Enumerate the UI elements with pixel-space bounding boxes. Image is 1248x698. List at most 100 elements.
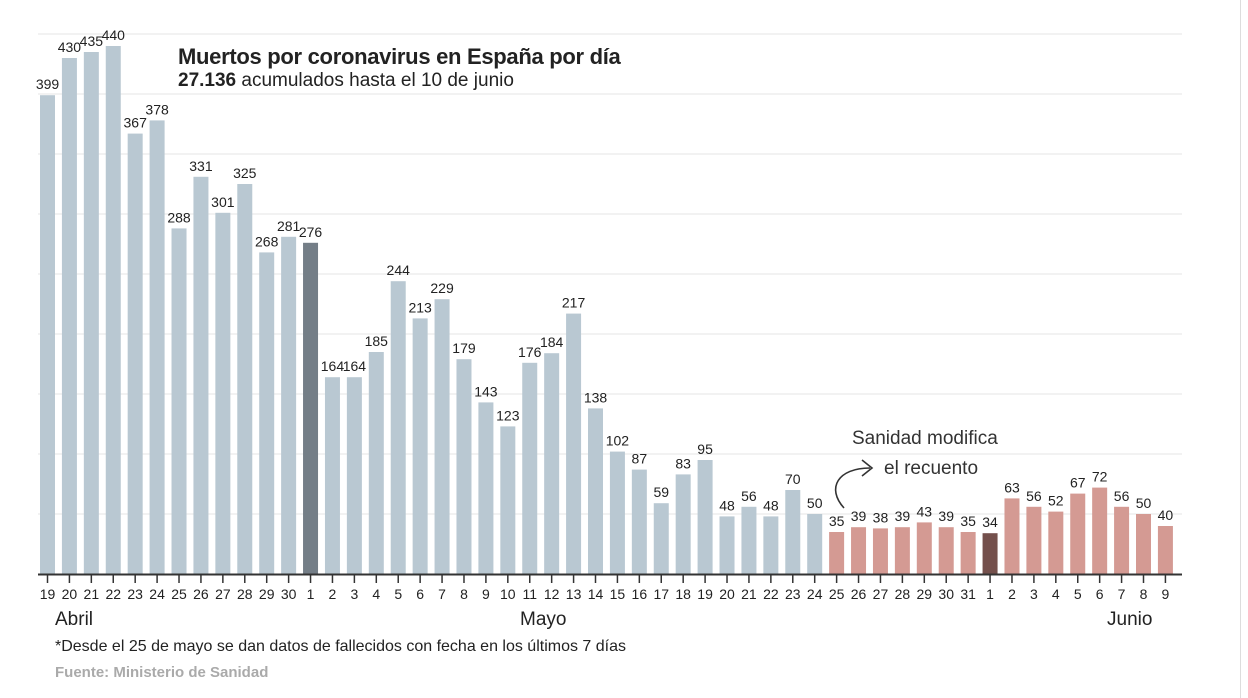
bar: [237, 184, 253, 574]
data-label: 50: [807, 495, 823, 511]
data-label: 39: [851, 508, 867, 524]
bar: [412, 318, 428, 574]
x-tick-label: 31: [960, 586, 976, 602]
chart-note: *Desde el 25 de mayo se dan datos de fal…: [55, 638, 627, 655]
bar: [500, 426, 516, 574]
data-label: 229: [430, 280, 454, 296]
total-deaths: 27.136: [178, 70, 237, 91]
data-label: 56: [741, 488, 757, 504]
data-label: 35: [829, 513, 845, 529]
x-tick-label: 28: [895, 586, 911, 602]
x-tick-label: 4: [1052, 586, 1060, 602]
data-label: 288: [167, 209, 191, 225]
data-label: 185: [365, 333, 389, 349]
bar: [434, 299, 450, 574]
bar: [40, 95, 55, 574]
x-tick-label: 29: [259, 586, 275, 602]
x-tick-label: 10: [500, 586, 516, 602]
bars: [40, 46, 1173, 575]
annotation-line2: el recuento: [884, 458, 979, 479]
bar: [368, 352, 384, 574]
x-tick-label: 2: [329, 586, 337, 602]
x-tick-labels: 19 20 21 22 23 24 25 26 27 28 29 30 1 2 3 4 5 6 7 8 9 10 11 12 1…: [40, 586, 1170, 602]
x-tick-label: 3: [1030, 586, 1038, 602]
data-label: 325: [233, 165, 257, 181]
bar: [894, 527, 910, 574]
data-label: 123: [496, 407, 520, 423]
x-tick-label: 8: [1140, 586, 1148, 602]
bar: [83, 52, 99, 574]
bar: [390, 281, 406, 574]
data-label: 176: [518, 344, 542, 360]
data-label: 87: [632, 451, 648, 467]
x-tick-label: 4: [372, 586, 380, 602]
data-label: 50: [1136, 495, 1152, 511]
data-label: 38: [873, 509, 889, 525]
x-tick-label: 19: [40, 586, 56, 602]
month-label-mayo: Mayo: [520, 609, 567, 630]
data-label: 244: [387, 262, 411, 278]
data-label: 67: [1070, 475, 1086, 491]
data-label: 301: [211, 194, 235, 210]
bar: [193, 176, 209, 575]
x-tick-label: 27: [873, 586, 889, 602]
arrow-icon: [834, 467, 871, 509]
bar: [829, 532, 845, 574]
data-label: 213: [408, 299, 432, 315]
bar: [609, 451, 625, 574]
x-tick-label: 26: [851, 586, 867, 602]
x-tick-label: 20: [62, 586, 78, 602]
x-tick-label: 1: [307, 586, 315, 602]
data-label: 83: [675, 455, 691, 471]
data-label: 331: [189, 158, 213, 174]
x-tick-label: 5: [394, 586, 402, 602]
month-label-abril: Abril: [55, 609, 94, 630]
x-tick-label: 9: [482, 586, 490, 602]
x-tick-label: 9: [1162, 586, 1170, 602]
x-tick-label: 17: [653, 586, 669, 602]
bar: [741, 506, 757, 574]
x-tick-label: 29: [917, 586, 933, 602]
bar: [303, 242, 319, 575]
bar: [215, 212, 231, 575]
data-label: 63: [1004, 479, 1020, 495]
chart-subtitle: 27.136 acumulados hasta el 10 de junio: [178, 70, 514, 92]
bar: [1157, 526, 1173, 574]
data-label: 378: [145, 101, 169, 117]
x-tick-label: 11: [522, 586, 537, 602]
bar: [1092, 487, 1108, 574]
x-tick-label: 22: [105, 586, 121, 602]
x-tick-label: 23: [785, 586, 801, 602]
x-tick-label: 24: [807, 586, 823, 602]
bar: [785, 490, 801, 574]
x-tick-label: 5: [1074, 586, 1082, 602]
bar: [916, 522, 932, 574]
x-tick-label: 24: [149, 586, 165, 602]
data-label: 39: [895, 508, 911, 524]
bar: [61, 58, 77, 574]
subtitle-text: acumulados hasta el 10 de junio: [236, 70, 514, 91]
bar: [631, 469, 647, 574]
x-tick-label: 26: [193, 586, 209, 602]
x-tick-label: 27: [215, 586, 231, 602]
bar: [127, 133, 143, 574]
x-tick-label: 15: [610, 586, 626, 602]
data-label: 217: [562, 295, 586, 311]
chart-title: Muertos por coronavirus en España por dí…: [178, 44, 621, 69]
bar: [346, 377, 362, 574]
data-label: 43: [917, 503, 933, 519]
chart-source: Fuente: Ministerio de Sanidad: [55, 664, 269, 681]
x-tick-label: 14: [588, 586, 604, 602]
x-tick-label: 8: [460, 586, 468, 602]
data-label: 70: [785, 471, 801, 487]
x-tick-label: 30: [281, 586, 297, 602]
bar: [872, 528, 888, 574]
bar: [105, 46, 121, 574]
bar: [653, 503, 669, 574]
data-label: 95: [697, 441, 713, 457]
bar: [566, 313, 582, 574]
x-tick-label: 6: [416, 586, 424, 602]
x-tick-label: 12: [544, 586, 560, 602]
data-label: 430: [58, 39, 82, 55]
data-label: 435: [80, 33, 104, 49]
